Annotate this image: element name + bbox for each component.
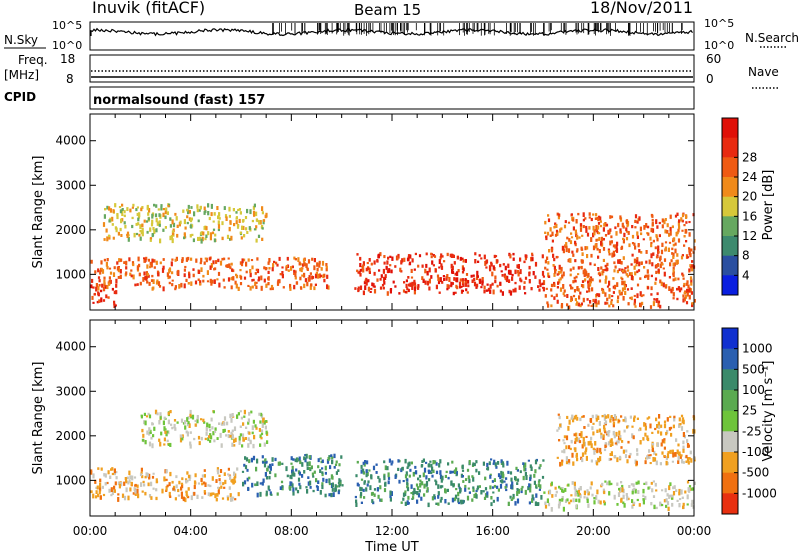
velocity-band xyxy=(140,409,269,449)
nsky-panel: N.Sky 10^5 10^0 10^5 10^0 N.Search xyxy=(4,17,799,52)
velocity-colorbar-swatch xyxy=(722,328,738,350)
velocity-band xyxy=(241,453,344,498)
nsearch-tick-low: 10^0 xyxy=(704,39,734,52)
nave-label: Nave xyxy=(748,65,779,79)
time-xtick-label: 00:00 xyxy=(73,524,108,538)
nave-tick-high: 60 xyxy=(706,52,721,66)
velocity-colorbar-swatch xyxy=(722,472,738,494)
freq-label: Freq. xyxy=(18,53,48,67)
velocity-colorbar-tick: -25 xyxy=(742,424,762,438)
velocity-ytick-label: 3000 xyxy=(55,384,86,398)
nsky-trace xyxy=(90,23,693,37)
velocity-colorbar-swatch xyxy=(722,390,738,412)
power-colorbar-swatch xyxy=(722,157,738,178)
time-xtick-label: 20:00 xyxy=(576,524,611,538)
time-xtick-label: 00:00 xyxy=(677,524,712,538)
power-band xyxy=(354,252,546,296)
velocity-ylabel: Slant Range [km] xyxy=(31,362,46,475)
power-band xyxy=(544,212,696,310)
velocity-colorbar-swatch xyxy=(722,348,738,370)
velocity-ytick-label: 4000 xyxy=(55,340,86,354)
freq-tick-low: 8 xyxy=(66,72,74,86)
freq-tick-high: 18 xyxy=(60,52,75,66)
station-title: Inuvik (fitACF) xyxy=(92,0,205,17)
power-colorbar-tick: 4 xyxy=(742,268,750,282)
freq-unit: [MHz] xyxy=(4,68,39,82)
velocity-colorbar-swatch xyxy=(722,431,738,453)
nsky-label: N.Sky xyxy=(4,33,38,47)
velocity-colorbar: 1000 500 100 25 -25 -100 -500 -1000 xyxy=(721,327,777,515)
power-colorbar-swatch xyxy=(722,255,738,276)
nsky-tick-high: 10^5 xyxy=(52,19,82,32)
velocity-colorbar-swatch xyxy=(722,493,738,515)
power-ytick-label: 4000 xyxy=(55,134,86,148)
nsky-line xyxy=(90,27,693,37)
power-ylabel: Slant Range [km] xyxy=(31,156,46,269)
velocity-colorbar-swatch xyxy=(722,410,738,432)
cpid-panel: CPID normalsound (fast) 157 xyxy=(4,86,695,110)
velocity-colorbar-tick: 25 xyxy=(742,404,757,418)
power-colorbar-tick: 8 xyxy=(742,249,750,263)
power-band xyxy=(102,203,268,244)
nsky-tick-low: 10^0 xyxy=(52,39,82,52)
freq-panel: Freq. [MHz] 18 8 60 0 Nave xyxy=(4,52,780,89)
power-colorbar-swatch xyxy=(722,196,738,217)
power-colorbar-swatch xyxy=(722,118,738,139)
velocity-band xyxy=(354,458,545,508)
power-colorbar-tick: 28 xyxy=(742,150,757,164)
velocity-cbar-label: Velocity [m s⁻¹] xyxy=(761,361,776,462)
power-cbar-label: Power [dB] xyxy=(761,170,776,241)
beam-title: Beam 15 xyxy=(354,1,421,19)
velocity-colorbar-tick: -500 xyxy=(742,466,769,480)
time-xtick-label: 12:00 xyxy=(375,524,410,538)
nsearch-label: N.Search xyxy=(745,31,799,45)
power-colorbar-swatch xyxy=(722,177,738,198)
velocity-colorbar-tick: -100 xyxy=(742,445,769,459)
velocity-colorbar-swatch xyxy=(722,369,738,391)
nsearch-tick-high: 10^5 xyxy=(704,17,734,30)
power-colorbar-swatch xyxy=(722,216,738,237)
power-data xyxy=(90,203,696,310)
power-ytick-label: 2000 xyxy=(55,223,86,237)
power-colorbar-swatch xyxy=(722,137,738,158)
power-colorbar-tick: 16 xyxy=(742,209,757,223)
power-colorbar-tick: 20 xyxy=(742,190,757,204)
cpid-label: CPID xyxy=(4,90,36,104)
power-colorbar-tick: 24 xyxy=(742,170,757,184)
power-band xyxy=(90,256,330,292)
velocity-band xyxy=(90,467,240,503)
velocity-xlabel: Time UT xyxy=(364,540,418,554)
velocity-colorbar-tick: 100 xyxy=(742,383,765,397)
date-title: 18/Nov/2011 xyxy=(590,0,693,17)
velocity-ytick-label: 2000 xyxy=(55,429,86,443)
power-ytick-label: 3000 xyxy=(55,178,86,192)
power-panel: 1000 2000 3000 4000 Slant Range [km] 4 8 12 16… xyxy=(31,113,776,311)
time-xtick-label: 16:00 xyxy=(475,524,510,538)
power-band xyxy=(90,284,118,308)
power-colorbar-swatch xyxy=(722,275,738,296)
cpid-value: normalsound (fast) 157 xyxy=(93,93,265,108)
velocity-colorbar-tick: 1000 xyxy=(742,342,773,356)
velocity-colorbar-tick: 500 xyxy=(742,362,765,376)
power-colorbar-tick: 12 xyxy=(742,229,757,243)
velocity-panel: 1000 2000 3000 4000 00:00 04:00 08:00 12:00 16:… xyxy=(31,114,777,554)
velocity-ytick-label: 1000 xyxy=(55,473,86,487)
velocity-colorbar-tick: -1000 xyxy=(742,486,777,500)
nave-tick-low: 0 xyxy=(706,72,714,86)
velocity-band xyxy=(543,480,696,512)
velocity-colorbar-swatch xyxy=(722,452,738,474)
time-xtick-label: 04:00 xyxy=(173,524,208,538)
power-ytick-label: 1000 xyxy=(55,267,86,281)
power-colorbar: 4 8 12 16 20 24 28 xyxy=(721,117,757,296)
time-xtick-label: 08:00 xyxy=(274,524,309,538)
power-colorbar-swatch xyxy=(722,236,738,257)
